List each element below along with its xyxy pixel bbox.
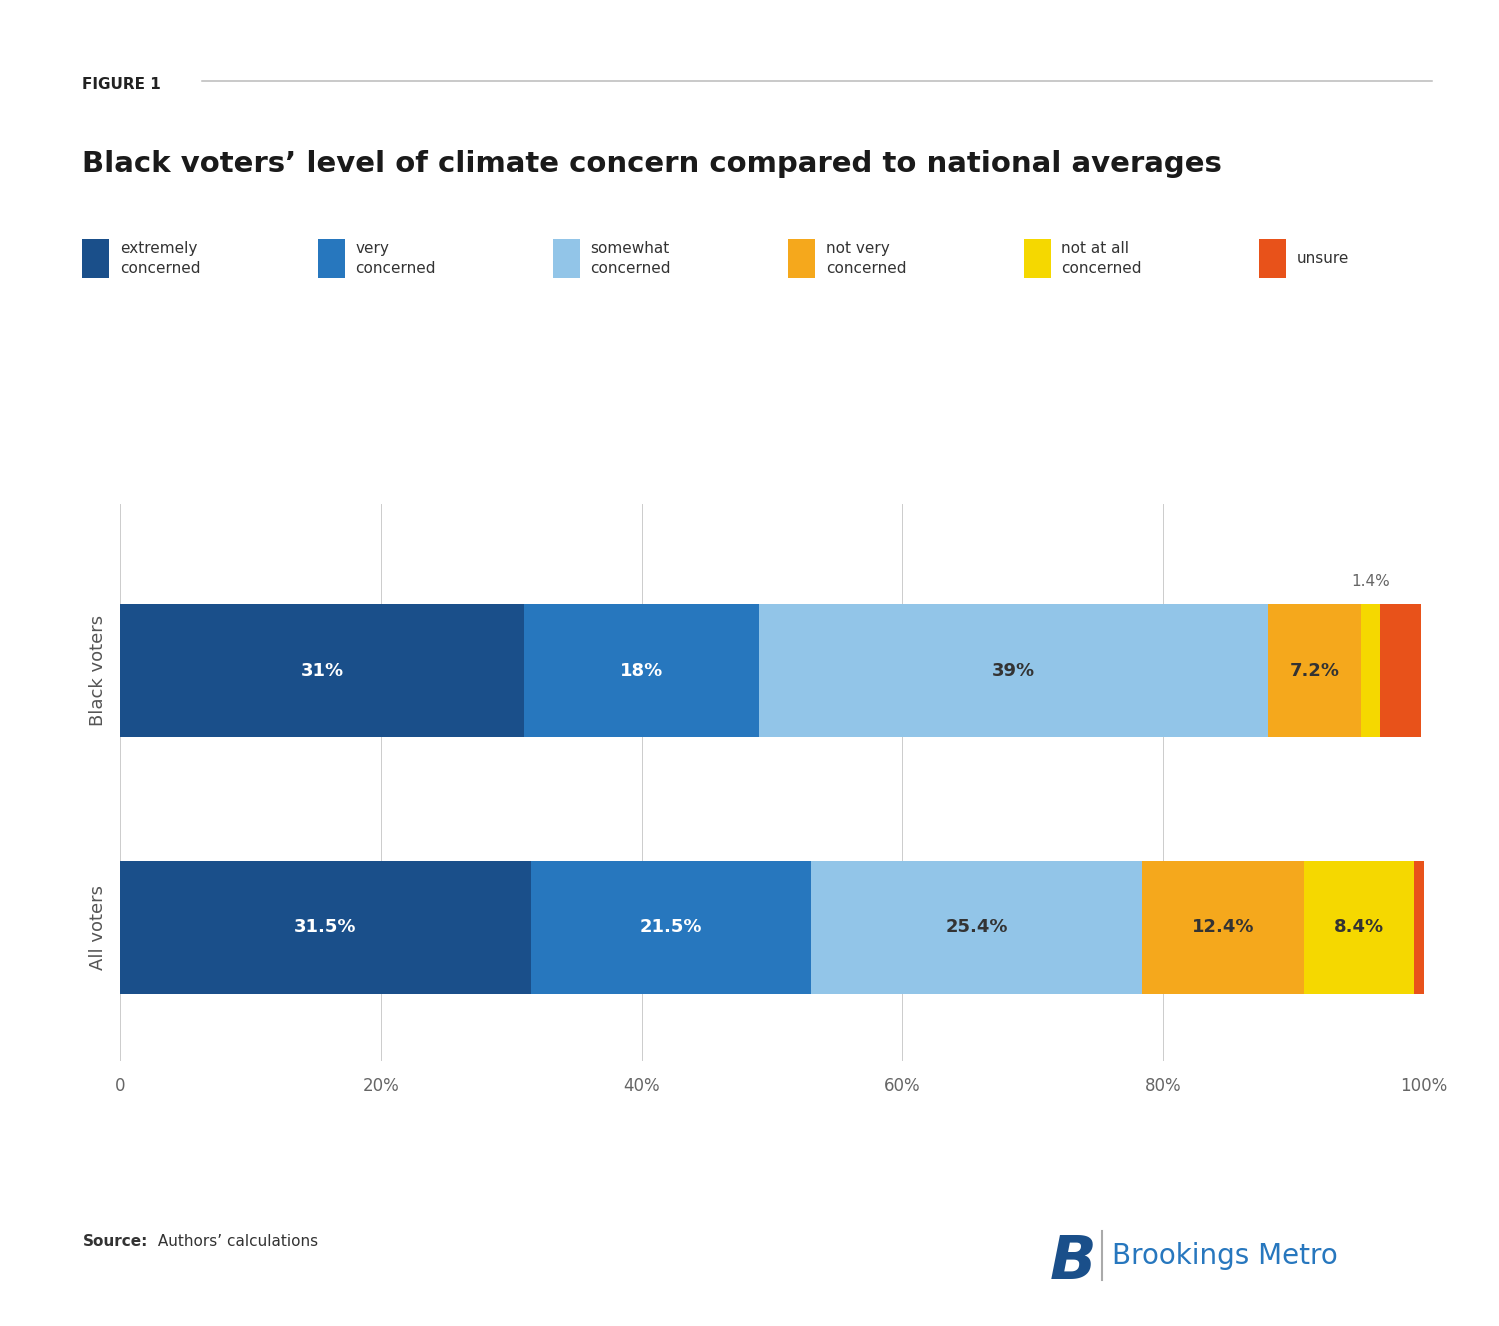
Text: not very
concerned: not very concerned: [826, 241, 907, 276]
Text: 21.5%: 21.5%: [640, 919, 702, 936]
Bar: [120, 861, 531, 994]
Text: 1.4%: 1.4%: [1351, 574, 1390, 589]
Text: Source:: Source:: [82, 1235, 148, 1249]
Text: 31.5%: 31.5%: [294, 919, 357, 936]
Text: Black voters’ level of climate concern compared to national averages: Black voters’ level of climate concern c…: [82, 150, 1222, 179]
Text: B: B: [1049, 1233, 1096, 1292]
Text: 18%: 18%: [621, 662, 663, 680]
Bar: [1304, 861, 1414, 994]
Text: Authors’ calculations: Authors’ calculations: [153, 1235, 318, 1249]
Bar: [1361, 603, 1379, 737]
Text: very
concerned: very concerned: [355, 241, 436, 276]
Text: 7.2%: 7.2%: [1289, 662, 1340, 680]
Text: 39%: 39%: [992, 662, 1034, 680]
Text: 31%: 31%: [300, 662, 343, 680]
Text: Brookings Metro: Brookings Metro: [1112, 1241, 1339, 1270]
Text: 8.4%: 8.4%: [1334, 919, 1384, 936]
Bar: [525, 603, 758, 737]
Bar: [1379, 603, 1421, 737]
Bar: [758, 603, 1268, 737]
Bar: [1142, 861, 1304, 994]
Text: FIGURE 1: FIGURE 1: [82, 77, 162, 91]
Bar: [1268, 603, 1361, 737]
Text: somewhat
concerned: somewhat concerned: [591, 241, 672, 276]
Text: not at all
concerned: not at all concerned: [1061, 241, 1142, 276]
Text: 25.4%: 25.4%: [946, 919, 1007, 936]
Bar: [811, 861, 1142, 994]
Bar: [1414, 861, 1429, 994]
Bar: [531, 861, 811, 994]
Text: unsure: unsure: [1297, 251, 1349, 267]
Text: 12.4%: 12.4%: [1192, 919, 1255, 936]
Text: extremely
concerned: extremely concerned: [120, 241, 201, 276]
Bar: [120, 603, 525, 737]
